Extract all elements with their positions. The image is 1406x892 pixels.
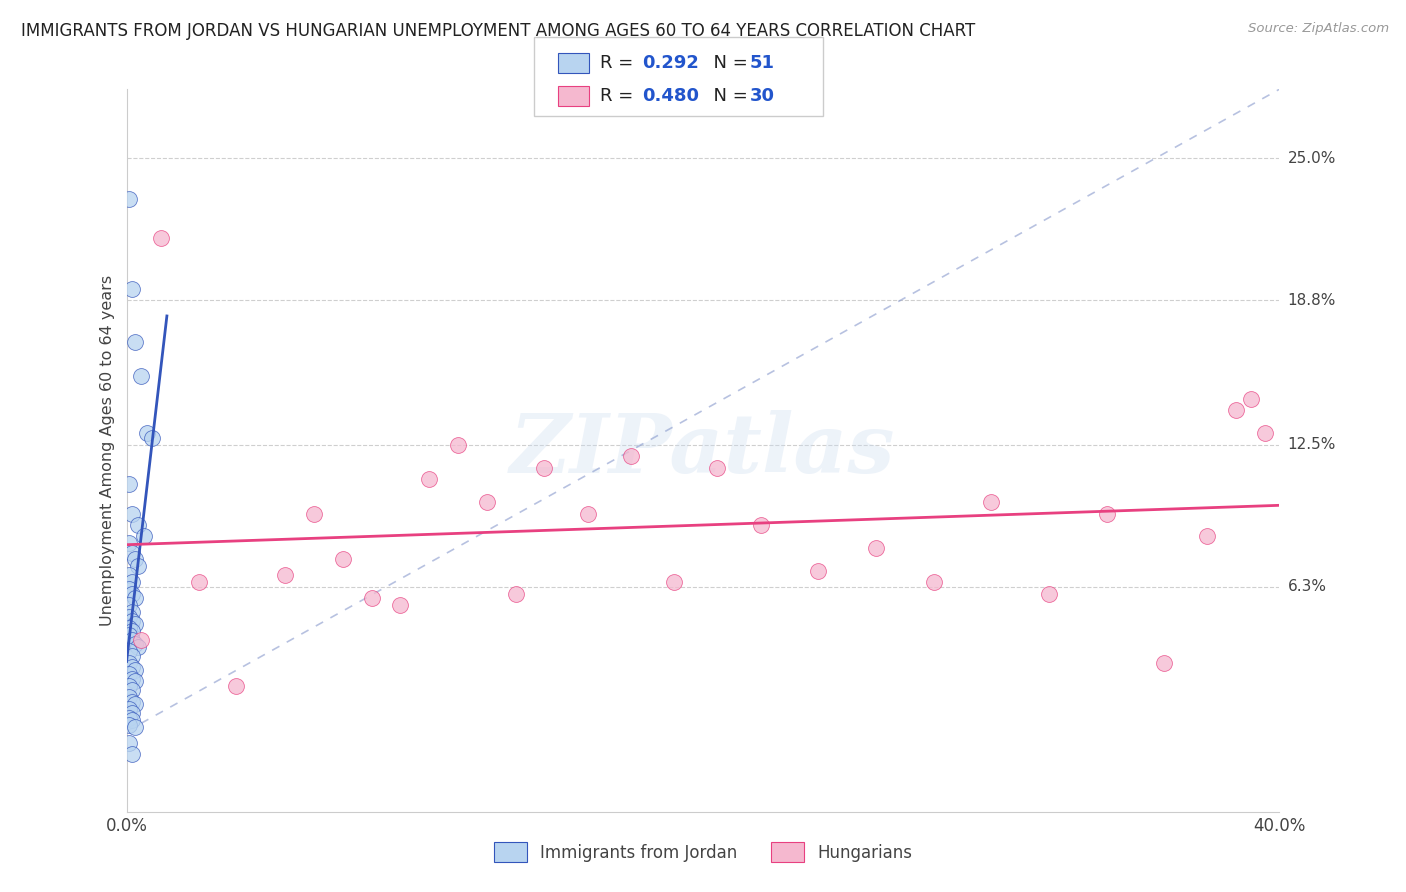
Point xyxy=(118,192,141,206)
Point xyxy=(706,460,728,475)
Point xyxy=(150,231,173,245)
Point xyxy=(129,368,152,383)
Text: N =: N = xyxy=(702,54,754,71)
Point xyxy=(124,663,146,677)
Point xyxy=(576,507,599,521)
Point xyxy=(121,683,143,698)
Point xyxy=(118,628,141,642)
Point xyxy=(865,541,887,555)
Y-axis label: Unemployment Among Ages 60 to 64 years: Unemployment Among Ages 60 to 64 years xyxy=(100,275,115,626)
Point xyxy=(118,736,141,750)
Point xyxy=(1095,507,1118,521)
Point xyxy=(1153,656,1175,670)
Point xyxy=(389,599,412,613)
Point xyxy=(922,575,945,590)
Point xyxy=(124,637,146,651)
Text: 51: 51 xyxy=(749,54,775,71)
Text: R =: R = xyxy=(600,54,640,71)
Point xyxy=(127,640,149,654)
Point xyxy=(118,582,141,597)
Text: 0.292: 0.292 xyxy=(643,54,699,71)
Text: 12.5%: 12.5% xyxy=(1288,437,1336,452)
Point xyxy=(135,426,157,441)
Point xyxy=(187,575,209,590)
Point xyxy=(274,568,297,582)
Point xyxy=(129,632,152,647)
Text: N =: N = xyxy=(702,87,754,105)
Point xyxy=(505,587,527,601)
Point xyxy=(1197,529,1219,543)
Point xyxy=(124,552,146,566)
Point xyxy=(121,507,143,521)
Text: 6.3%: 6.3% xyxy=(1288,580,1327,594)
Point xyxy=(302,507,325,521)
Point xyxy=(121,605,143,619)
Point xyxy=(121,632,143,647)
Point xyxy=(121,615,143,629)
Point xyxy=(121,706,143,720)
Point xyxy=(533,460,555,475)
Point xyxy=(121,545,143,559)
Point xyxy=(447,438,470,452)
Text: 18.8%: 18.8% xyxy=(1288,293,1336,308)
Point xyxy=(118,599,141,613)
Point xyxy=(118,621,141,635)
Point xyxy=(121,648,143,663)
Text: 0.480: 0.480 xyxy=(643,87,700,105)
Point xyxy=(124,673,146,688)
Point xyxy=(620,449,643,463)
Point xyxy=(418,472,440,486)
Point xyxy=(1254,426,1277,441)
Point xyxy=(141,431,163,445)
Point xyxy=(118,679,141,693)
Point xyxy=(118,476,141,491)
Point xyxy=(1240,392,1263,406)
Point xyxy=(332,552,354,566)
Text: 25.0%: 25.0% xyxy=(1288,151,1336,166)
Point xyxy=(1225,403,1247,417)
Point xyxy=(124,334,146,349)
Point xyxy=(118,717,141,731)
Point xyxy=(360,591,382,606)
Point xyxy=(118,701,141,715)
Point xyxy=(118,644,141,658)
Point xyxy=(124,720,146,734)
Point xyxy=(118,609,141,624)
Point xyxy=(121,713,143,727)
Point xyxy=(127,518,149,533)
Text: 30: 30 xyxy=(749,87,775,105)
Point xyxy=(124,591,146,606)
Text: Source: ZipAtlas.com: Source: ZipAtlas.com xyxy=(1249,22,1389,36)
Point xyxy=(1038,587,1060,601)
Text: ZIPatlas: ZIPatlas xyxy=(510,410,896,491)
Point xyxy=(124,616,146,631)
Point xyxy=(132,529,155,543)
Point xyxy=(121,624,143,638)
Point xyxy=(807,564,830,578)
Point xyxy=(121,672,143,686)
Point xyxy=(118,711,141,725)
Point xyxy=(980,495,1002,509)
Point xyxy=(127,559,149,574)
Point xyxy=(475,495,498,509)
Text: IMMIGRANTS FROM JORDAN VS HUNGARIAN UNEMPLOYMENT AMONG AGES 60 TO 64 YEARS CORRE: IMMIGRANTS FROM JORDAN VS HUNGARIAN UNEM… xyxy=(21,22,976,40)
Point xyxy=(121,587,143,601)
Point xyxy=(749,518,772,533)
Point xyxy=(121,660,143,674)
Point xyxy=(225,679,247,693)
Point xyxy=(124,697,146,711)
Point xyxy=(118,656,141,670)
Point xyxy=(121,695,143,709)
Point xyxy=(121,575,143,590)
Legend: Immigrants from Jordan, Hungarians: Immigrants from Jordan, Hungarians xyxy=(486,836,920,869)
Point xyxy=(118,568,141,582)
Point xyxy=(121,747,143,762)
Point xyxy=(121,282,143,296)
Point xyxy=(664,575,686,590)
Point xyxy=(118,536,141,550)
Point xyxy=(118,690,141,704)
Point xyxy=(118,667,141,681)
Text: R =: R = xyxy=(600,87,640,105)
